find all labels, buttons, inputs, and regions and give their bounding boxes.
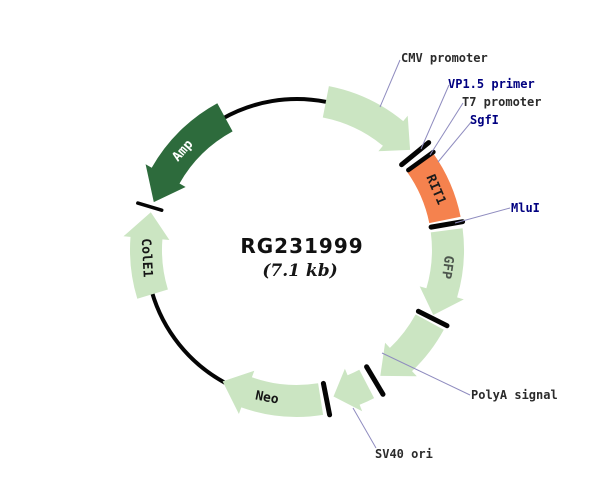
tick-sv40-neo — [320, 380, 333, 418]
tick-gfp-polya — [415, 308, 450, 329]
plasmid-size: (7.1 kb) — [262, 261, 337, 281]
feature-arrow-sv40-ori — [333, 368, 375, 412]
feature-arrow-rit1 — [406, 153, 461, 224]
leader-line-sv40-ori — [352, 407, 377, 449]
feature-arrow-amp — [145, 103, 233, 203]
leader-line-t7-promoter — [429, 102, 464, 156]
leader-line-vp15-primer — [420, 84, 450, 150]
tick-vp15-primer — [399, 140, 432, 168]
tick-polya-sv40 — [364, 364, 386, 397]
leader-line-cmv-promoter — [379, 59, 401, 108]
feature-arrow-cmv-promoter — [322, 86, 411, 152]
feature-arrow-neo — [222, 370, 324, 417]
label-mlui: MluI — [511, 201, 540, 215]
backbone-arc-bottom-left — [149, 289, 227, 385]
backbone-layer — [149, 97, 328, 385]
feature-arrow-polya-signal — [380, 314, 444, 377]
leader-line-sgfi — [437, 120, 473, 163]
label-polya-signal: PolyA signal — [471, 388, 558, 402]
tick-t7-sgfi — [406, 149, 436, 173]
feature-label-gfp: GFP — [438, 254, 456, 280]
label-sgfi: SgfI — [470, 113, 499, 127]
label-vp15-primer: VP1.5 primer — [448, 77, 535, 91]
labels-layer: CMV promoter VP1.5 primer T7 promoter SgfI M… — [375, 51, 558, 461]
backbone-arc-top-left — [219, 97, 328, 122]
label-t7-promoter: T7 promoter — [462, 95, 541, 109]
leader-line-mlui — [454, 207, 511, 224]
plasmid-name: RG231999 — [240, 234, 363, 258]
feature-arrow-cole1 — [123, 212, 170, 299]
feature-label-cole1: ColE1 — [138, 238, 155, 278]
label-sv40-ori: SV40 ori — [375, 447, 433, 461]
title-block: RG231999 (7.1 kb) — [240, 234, 363, 281]
features-layer — [123, 86, 465, 417]
tick-amp-cole1 — [136, 201, 164, 212]
leader-lines-layer — [352, 59, 511, 449]
feature-arrow-gfp — [419, 228, 465, 315]
feature-label-neo: Neo — [254, 388, 280, 407]
leader-line-polya-signal — [381, 352, 471, 396]
label-cmv-promoter: CMV promoter — [401, 51, 488, 65]
